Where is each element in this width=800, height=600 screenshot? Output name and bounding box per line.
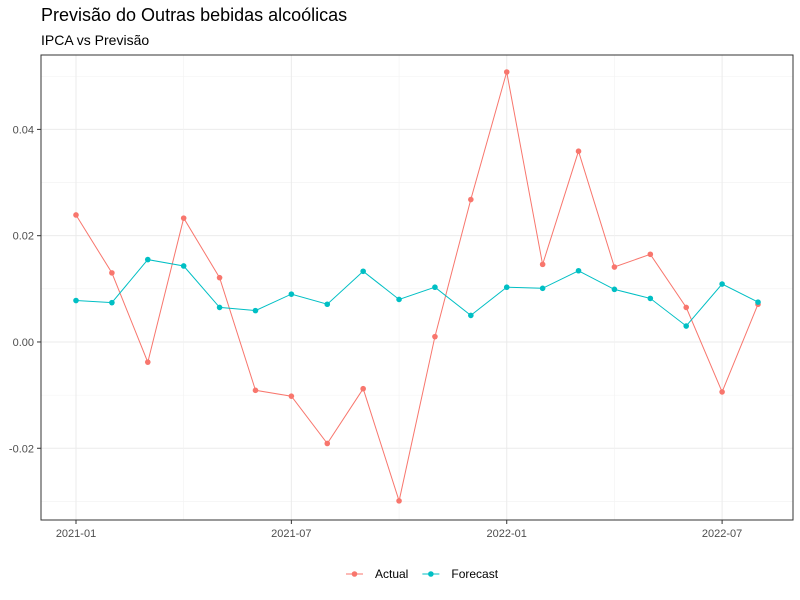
- point-actual: [503, 69, 510, 75]
- point-actual: [647, 251, 654, 258]
- y-tick-label: -0.02: [9, 443, 34, 455]
- point-forecast: [683, 323, 690, 329]
- y-tick-label: 0.04: [13, 124, 34, 136]
- point-actual: [719, 389, 725, 395]
- chart-title: Previsão do Outras bebidas alcoólicas: [41, 5, 348, 25]
- legend-key-point-forecast: [428, 571, 434, 577]
- point-forecast: [396, 296, 402, 303]
- point-actual: [324, 440, 331, 447]
- series-line-actual: [75, 71, 759, 503]
- point-forecast: [252, 307, 259, 314]
- legend: Actual Forecast: [346, 567, 499, 581]
- y-tick-label: 0.00: [13, 337, 34, 349]
- point-forecast: [719, 281, 725, 287]
- y-tick-label: 0.02: [13, 231, 34, 243]
- point-actual: [73, 212, 79, 218]
- point-forecast: [109, 299, 115, 306]
- point-actual: [360, 385, 366, 392]
- point-actual: [683, 304, 690, 311]
- point-forecast: [73, 297, 79, 304]
- point-actual: [575, 148, 582, 154]
- point-forecast: [647, 295, 654, 302]
- point-forecast: [503, 284, 510, 291]
- point-actual: [288, 393, 295, 399]
- legend-key-point-actual: [351, 571, 358, 577]
- point-forecast: [432, 284, 438, 291]
- grid: [41, 55, 793, 520]
- chart-subtitle: IPCA vs Previsão: [41, 32, 150, 48]
- series-line-forecast: [75, 259, 759, 327]
- point-actual: [144, 359, 151, 365]
- point-actual: [180, 215, 187, 221]
- point-actual: [432, 333, 438, 340]
- series-lines: [75, 71, 759, 503]
- x-tick-label: 2022-07: [702, 528, 742, 540]
- point-actual: [468, 196, 474, 203]
- legend-label-actual: Actual: [375, 567, 408, 581]
- point-forecast: [539, 285, 546, 292]
- point-actual: [611, 264, 618, 270]
- x-tick-label: 2022-01: [487, 528, 527, 540]
- point-actual: [216, 274, 223, 281]
- point-actual: [109, 270, 115, 276]
- point-forecast: [575, 267, 582, 274]
- x-tick-label: 2021-01: [56, 528, 96, 540]
- point-forecast: [216, 304, 223, 311]
- point-forecast: [611, 286, 618, 293]
- point-forecast: [755, 299, 761, 305]
- point-forecast: [324, 301, 331, 308]
- legend-label-forecast: Forecast: [451, 567, 498, 581]
- point-actual: [539, 261, 546, 268]
- point-forecast: [468, 312, 474, 319]
- x-tick-label: 2021-07: [271, 528, 311, 540]
- point-forecast: [180, 263, 187, 269]
- axes: -0.02 0.00 0.02 0.04 2021-01 2021-07 2022-01 20…: [9, 124, 742, 540]
- point-forecast: [360, 268, 366, 275]
- point-actual: [252, 387, 259, 394]
- point-forecast: [288, 291, 295, 297]
- plot-panel-border: [40, 54, 794, 521]
- data-points: [73, 69, 761, 504]
- point-forecast: [144, 256, 151, 263]
- point-actual: [396, 498, 402, 504]
